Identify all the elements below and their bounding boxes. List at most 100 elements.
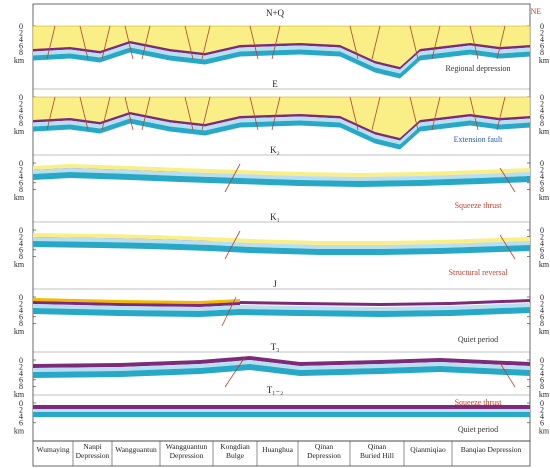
cretaceous-layer	[33, 233, 530, 245]
region-label: Qinan	[315, 442, 334, 451]
depth-tick-label: 6	[19, 179, 23, 188]
depth-tick-label: 0	[19, 226, 23, 235]
depth-tick-label: 0	[19, 399, 23, 408]
fault-line	[496, 96, 506, 131]
panel-title: K₂	[270, 145, 280, 155]
lightblue-layer	[33, 114, 530, 145]
depth-tick-label: 8	[540, 252, 544, 261]
depth-unit-label: km	[14, 193, 25, 202]
fault-line	[371, 96, 381, 131]
depth-tick-label: 6	[540, 42, 544, 51]
fault-line	[201, 96, 211, 131]
fault-line	[271, 25, 281, 60]
depth-tick-label: 4	[19, 412, 23, 421]
lightblue-layer	[33, 409, 530, 412]
depth-unit-label: km	[539, 56, 550, 65]
depth-tick-label: 4	[540, 239, 544, 248]
panel-note: Structural reversal	[449, 268, 509, 277]
fault-line	[469, 96, 479, 131]
depth-tick-label: 2	[19, 28, 23, 37]
depth-unit-label: km	[14, 56, 25, 65]
fault-line	[46, 96, 56, 131]
depth-unit-label: km	[539, 390, 550, 399]
depth-tick-label: 8	[540, 185, 544, 194]
region-label: Qianmiqiao	[410, 445, 446, 454]
fault-line	[349, 25, 359, 60]
depth-unit-label: km	[539, 327, 550, 336]
fault-line	[499, 234, 516, 260]
depth-tick-label: 4	[19, 306, 23, 315]
depth-tick-label: 0	[19, 93, 23, 102]
depth-tick-label: 2	[540, 405, 544, 414]
fault-line	[499, 167, 516, 193]
region-label: Bulge	[226, 451, 245, 460]
purple-layer	[240, 299, 530, 306]
depth-tick-label: 4	[540, 35, 544, 44]
fault-line	[221, 296, 237, 327]
region-label: Qinan	[368, 442, 387, 451]
depth-tick-label: 8	[19, 252, 23, 261]
depth-tick-label: 8	[19, 119, 23, 128]
fault-line	[271, 96, 281, 131]
depth-tick-label: 4	[19, 172, 23, 181]
panel-note: Squeeze thrust	[455, 398, 503, 407]
panel-note: Quiet period	[458, 335, 498, 344]
fault-line	[124, 25, 134, 60]
depth-unit-label: km	[539, 193, 550, 202]
depth-unit-label: km	[14, 127, 25, 136]
fault-line	[249, 96, 259, 131]
depth-tick-label: 0	[19, 356, 23, 365]
region-label: Nanpi	[83, 442, 101, 451]
triassic-lower-layer	[33, 405, 530, 409]
depth-tick-label: 0	[540, 399, 544, 408]
depth-tick-label: 6	[540, 376, 544, 385]
depth-tick-label: 2	[19, 232, 23, 241]
region-label: Depression	[76, 451, 110, 460]
region-label: Wumaying	[36, 445, 69, 454]
fault-line	[79, 96, 89, 131]
fault-line	[409, 25, 419, 60]
panel-title: K₁	[270, 212, 280, 222]
depth-tick-label: 4	[19, 35, 23, 44]
depth-tick-label: 0	[540, 22, 544, 31]
panel-note: Squeeze thrust	[455, 201, 503, 210]
region-label: Huanghua	[262, 445, 293, 454]
depth-tick-label: 4	[19, 369, 23, 378]
fault-line	[201, 25, 211, 60]
region-label: Depression	[170, 451, 204, 460]
purple-layer	[33, 112, 530, 141]
depth-tick-label: 2	[19, 165, 23, 174]
depth-unit-label: km	[539, 260, 550, 269]
depth-tick-label: 4	[540, 106, 544, 115]
cretaceous-layer	[33, 164, 530, 177]
depth-tick-label: 6	[540, 113, 544, 122]
depth-tick-label: 0	[540, 159, 544, 168]
depth-tick-label: 4	[540, 306, 544, 315]
cyan-layer	[33, 412, 530, 417]
depth-tick-label: 2	[19, 99, 23, 108]
depth-tick-label: 6	[540, 179, 544, 188]
region-label: Depression	[307, 451, 341, 460]
depth-unit-label: km	[14, 327, 25, 336]
depth-tick-label: 4	[19, 239, 23, 248]
panel-note: Extension fault	[454, 135, 503, 144]
depth-tick-label: 2	[540, 299, 544, 308]
purple-layer	[33, 41, 530, 70]
lightblue-layer	[33, 303, 530, 311]
panel-title: T₃	[271, 342, 280, 352]
depth-tick-label: 8	[19, 48, 23, 57]
depth-tick-label: 8	[19, 319, 23, 328]
fault-line	[349, 96, 359, 131]
fault-line	[431, 25, 441, 60]
depth-tick-label: 6	[19, 42, 23, 51]
fault-line	[184, 96, 194, 131]
panel-title: J	[273, 279, 277, 289]
fault-line	[469, 25, 479, 60]
depth-tick-label: 8	[540, 119, 544, 128]
fault-line	[431, 96, 441, 131]
